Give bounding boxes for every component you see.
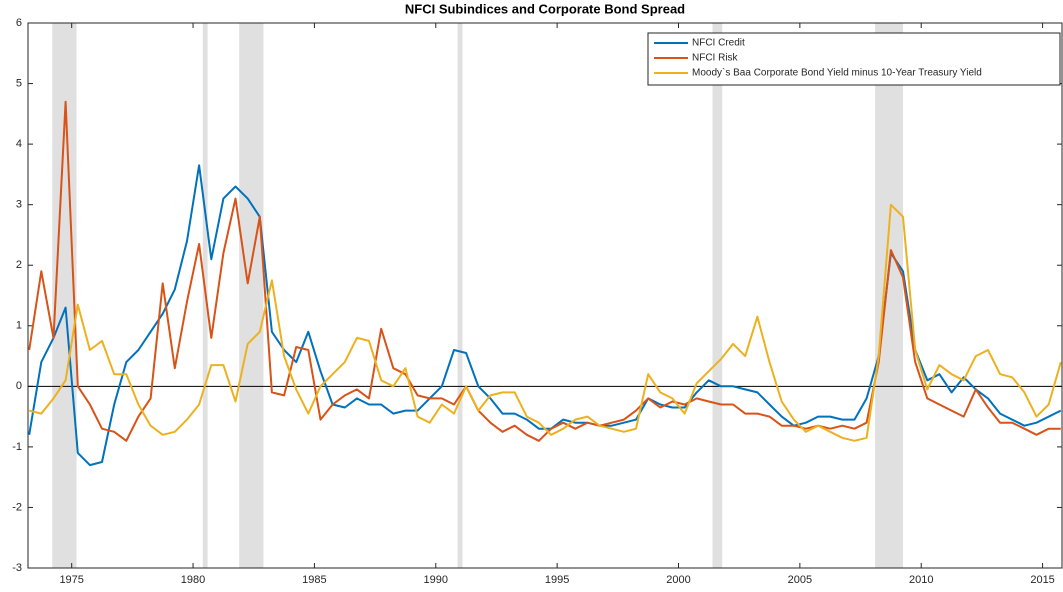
series-line [28, 203, 1062, 442]
chart-title: NFCI Subindices and Corporate Bond Sprea… [405, 1, 685, 16]
x-tick-label: 2000 [666, 574, 690, 586]
x-tick-label: 1975 [59, 574, 83, 586]
x-tick-label: 2015 [1030, 574, 1054, 586]
legend-label: Moody`s Baa Corporate Bond Yield minus 1… [692, 67, 982, 79]
y-tick-label: 4 [16, 138, 22, 150]
recession-band [457, 23, 463, 568]
x-tick-label: 1990 [424, 574, 448, 586]
x-tick-label: 2005 [788, 574, 812, 586]
y-tick-label: 2 [16, 259, 22, 271]
y-tick-label: 0 [16, 380, 22, 392]
y-tick-label: 1 [16, 320, 22, 332]
plot-frame [27, 22, 1063, 569]
y-tick-label: 5 [16, 77, 22, 89]
x-tick-label: 1985 [302, 574, 326, 586]
y-tick-label: 6 [16, 17, 22, 29]
legend-box [647, 32, 1061, 86]
x-tick-label: 2010 [909, 574, 933, 586]
series-line [28, 100, 1061, 442]
y-tick-label: -2 [12, 501, 22, 513]
y-tick-label: -3 [12, 562, 22, 574]
recession-band [239, 23, 264, 568]
y-tick-label: 3 [16, 199, 22, 211]
recession-band [875, 23, 904, 568]
legend-label: NFCI Credit [692, 38, 745, 49]
recession-band [712, 23, 723, 568]
y-tick-label: -1 [12, 441, 22, 453]
x-tick-label: 1980 [181, 574, 205, 586]
x-tick-label: 1995 [545, 574, 569, 586]
legend-label: NFCI Risk [692, 53, 739, 64]
